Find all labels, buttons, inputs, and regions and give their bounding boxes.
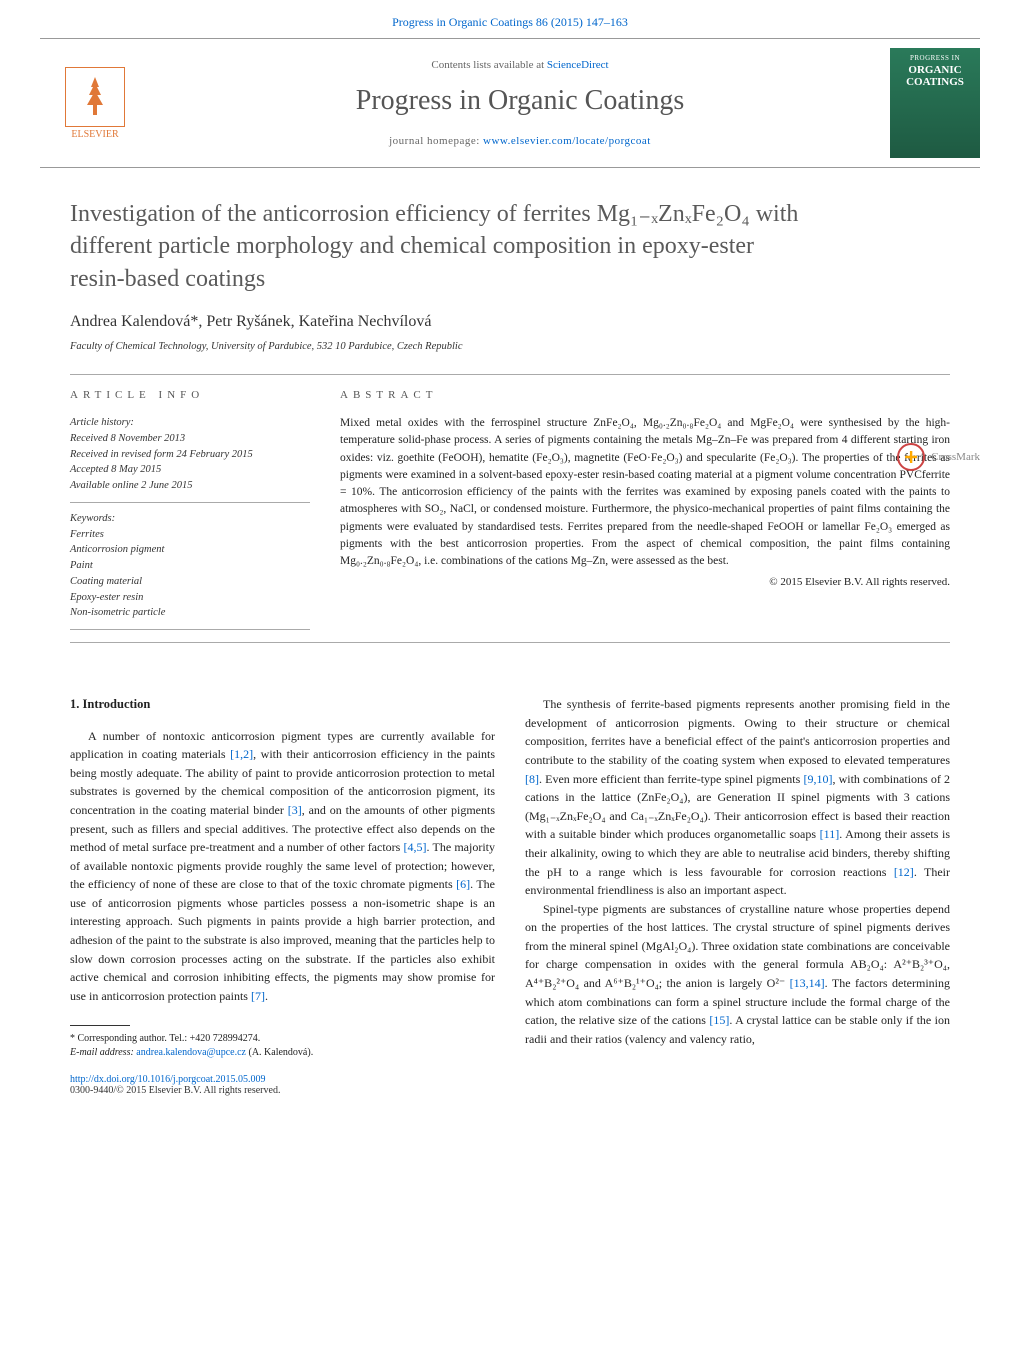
article-history: Article history: Received 8 November 201… bbox=[70, 415, 310, 503]
crossmark-icon bbox=[897, 443, 925, 471]
citation-header: Progress in Organic Coatings 86 (2015) 1… bbox=[0, 0, 1020, 38]
journal-cover-thumb[interactable]: PROGRESS IN ORGANIC COATINGS bbox=[890, 48, 980, 158]
citation-link[interactable]: [12] bbox=[894, 865, 914, 879]
homepage-line: journal homepage: www.elsevier.com/locat… bbox=[150, 135, 890, 147]
history-revised: Received in revised form 24 February 201… bbox=[70, 447, 310, 463]
crossmark-label: CrossMark bbox=[931, 451, 980, 463]
keyword: Coating material bbox=[70, 574, 310, 590]
keywords-head: Keywords: bbox=[70, 511, 310, 527]
elsevier-tree-icon bbox=[65, 67, 125, 127]
citation-link[interactable]: [9,10] bbox=[803, 772, 832, 786]
citation-link[interactable]: [11] bbox=[820, 827, 840, 841]
abstract-column: ABSTRACT Mixed metal oxides with the fer… bbox=[340, 389, 950, 630]
authors: Andrea Kalendová*, Petr Ryšánek, Kateřin… bbox=[70, 313, 950, 331]
info-abstract-row: ARTICLE INFO Article history: Received 8… bbox=[70, 374, 950, 630]
citation-link[interactable]: [6] bbox=[456, 877, 470, 891]
homepage-link[interactable]: www.elsevier.com/locate/porgcoat bbox=[483, 135, 651, 147]
article-title: Investigation of the anticorrosion effic… bbox=[70, 198, 950, 295]
article-body: 1. Introduction A number of nontoxic ant… bbox=[0, 695, 1020, 1060]
doi-link[interactable]: http://dx.doi.org/10.1016/j.porgcoat.201… bbox=[70, 1074, 265, 1085]
contents-line: Contents lists available at ScienceDirec… bbox=[150, 59, 890, 71]
body-text: . Even more efficient than ferrite-type … bbox=[539, 772, 803, 786]
footnote-email-link[interactable]: andrea.kalendova@upce.cz bbox=[136, 1047, 246, 1058]
section-heading: 1. Introduction bbox=[70, 695, 495, 714]
abstract-text: Mixed metal oxides with the ferrospinel … bbox=[340, 415, 950, 570]
sciencedirect-link[interactable]: ScienceDirect bbox=[547, 59, 609, 71]
keyword: Epoxy-ester resin bbox=[70, 590, 310, 606]
article-info-label: ARTICLE INFO bbox=[70, 389, 310, 401]
abstract-label: ABSTRACT bbox=[340, 389, 950, 401]
history-accepted: Accepted 8 May 2015 bbox=[70, 462, 310, 478]
affiliation: Faculty of Chemical Technology, Universi… bbox=[70, 341, 950, 352]
issn-copyright: 0300-9440/© 2015 Elsevier B.V. All right… bbox=[70, 1085, 280, 1096]
abstract-divider bbox=[70, 642, 950, 643]
citation-link[interactable]: [4,5] bbox=[404, 840, 427, 854]
cover-line-1: PROGRESS IN bbox=[910, 54, 960, 62]
body-text: The synthesis of ferrite-based pigments … bbox=[525, 697, 950, 767]
footnote-tel: * Corresponding author. Tel.: +420 72899… bbox=[70, 1033, 260, 1044]
body-paragraph: A number of nontoxic anticorrosion pigme… bbox=[70, 727, 495, 1006]
citation-link[interactable]: [3] bbox=[288, 803, 302, 817]
body-text: . bbox=[265, 989, 268, 1003]
keyword: Paint bbox=[70, 558, 310, 574]
keyword: Ferrites bbox=[70, 527, 310, 543]
body-paragraph: Spinel-type pigments are substances of c… bbox=[525, 900, 950, 1049]
corresponding-author-footnote: * Corresponding author. Tel.: +420 72899… bbox=[70, 1032, 495, 1060]
homepage-prefix: journal homepage: bbox=[389, 135, 483, 147]
citation-link[interactable]: [7] bbox=[251, 989, 265, 1003]
publisher-name: ELSEVIER bbox=[71, 129, 118, 140]
citation-link[interactable]: [15] bbox=[709, 1013, 729, 1027]
article-front-matter: CrossMark Investigation of the anticorro… bbox=[0, 168, 1020, 695]
keyword: Non-isometric particle bbox=[70, 605, 310, 621]
footnote-email-label: E-mail address: bbox=[70, 1047, 136, 1058]
page-footer: http://dx.doi.org/10.1016/j.porgcoat.201… bbox=[0, 1060, 1020, 1126]
crossmark-badge[interactable]: CrossMark bbox=[897, 443, 980, 471]
history-received: Received 8 November 2013 bbox=[70, 431, 310, 447]
keywords-block: Keywords: Ferrites Anticorrosion pigment… bbox=[70, 511, 310, 630]
abstract-copyright: © 2015 Elsevier B.V. All rights reserved… bbox=[340, 576, 950, 588]
citation-link[interactable]: [13,14] bbox=[790, 976, 825, 990]
citation-link[interactable]: [1,2] bbox=[230, 747, 253, 761]
masthead-center: Contents lists available at ScienceDirec… bbox=[150, 59, 890, 147]
keyword: Anticorrosion pigment bbox=[70, 542, 310, 558]
publisher-logo[interactable]: ELSEVIER bbox=[40, 67, 150, 140]
citation-link[interactable]: [8] bbox=[525, 772, 539, 786]
history-head: Article history: bbox=[70, 415, 310, 431]
journal-title: Progress in Organic Coatings bbox=[150, 85, 890, 117]
history-online: Available online 2 June 2015 bbox=[70, 478, 310, 494]
article-info-column: ARTICLE INFO Article history: Received 8… bbox=[70, 389, 310, 630]
body-paragraph: The synthesis of ferrite-based pigments … bbox=[525, 695, 950, 900]
body-text: . The use of anticorrosion pigments whos… bbox=[70, 877, 495, 1003]
cover-line-3: COATINGS bbox=[906, 76, 964, 88]
citation-link[interactable]: Progress in Organic Coatings 86 (2015) 1… bbox=[392, 15, 628, 29]
contents-prefix: Contents lists available at bbox=[431, 59, 546, 71]
footnote-email-suffix: (A. Kalendová). bbox=[246, 1047, 313, 1058]
masthead: ELSEVIER Contents lists available at Sci… bbox=[40, 38, 980, 168]
cover-line-2: ORGANIC bbox=[908, 64, 961, 76]
footnote-separator bbox=[70, 1025, 130, 1026]
